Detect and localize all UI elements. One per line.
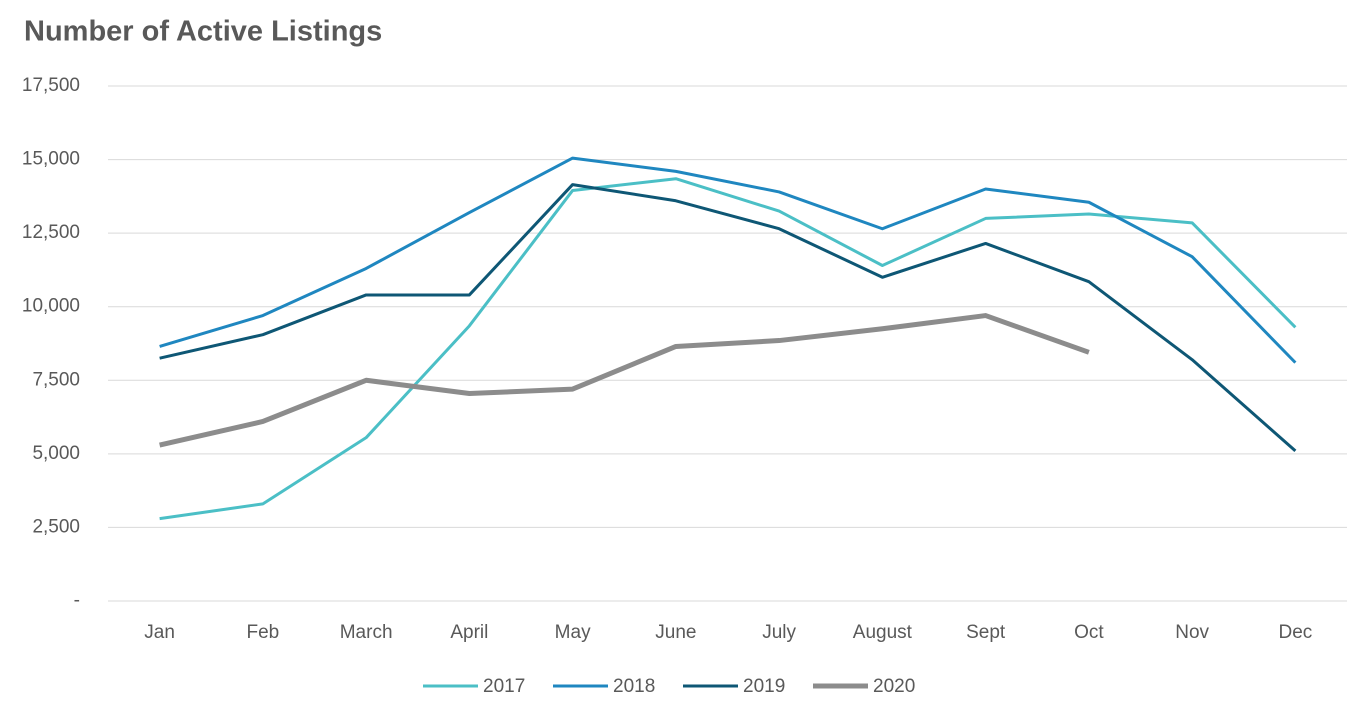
legend-label: 2017 <box>483 676 525 697</box>
line-series <box>159 183 1297 453</box>
legend-label: 2019 <box>743 676 785 697</box>
chart-title: Number of Active Listings <box>24 16 382 48</box>
x-tick-label: May <box>555 622 591 643</box>
legend-label: 2020 <box>873 676 915 697</box>
x-tick-label: June <box>655 622 696 643</box>
line-series <box>159 177 1297 521</box>
y-tick-label: 2,500 <box>32 516 80 537</box>
line-series <box>159 313 1090 448</box>
x-tick-label: Nov <box>1175 622 1209 643</box>
y-tick-label: - <box>74 590 80 611</box>
y-tick-label: 10,000 <box>22 296 80 317</box>
x-tick-label: Oct <box>1074 622 1104 643</box>
x-tick-label: August <box>853 622 913 643</box>
x-tick-label: Sept <box>966 622 1006 643</box>
x-tick-label: Jan <box>144 622 175 643</box>
y-tick-label: 7,500 <box>32 369 80 390</box>
x-tick-label: Dec <box>1278 622 1312 643</box>
x-tick-label: Feb <box>247 622 280 643</box>
line-series <box>159 156 1297 364</box>
x-tick-label: July <box>762 622 796 643</box>
y-tick-label: 5,000 <box>32 443 80 464</box>
x-tick-label: March <box>340 622 393 643</box>
y-tick-label: 15,000 <box>22 149 80 170</box>
y-tick-label: 12,500 <box>22 222 80 243</box>
legend-label: 2018 <box>613 676 655 697</box>
x-tick-label: April <box>450 622 488 643</box>
y-tick-label: 17,500 <box>22 75 80 96</box>
